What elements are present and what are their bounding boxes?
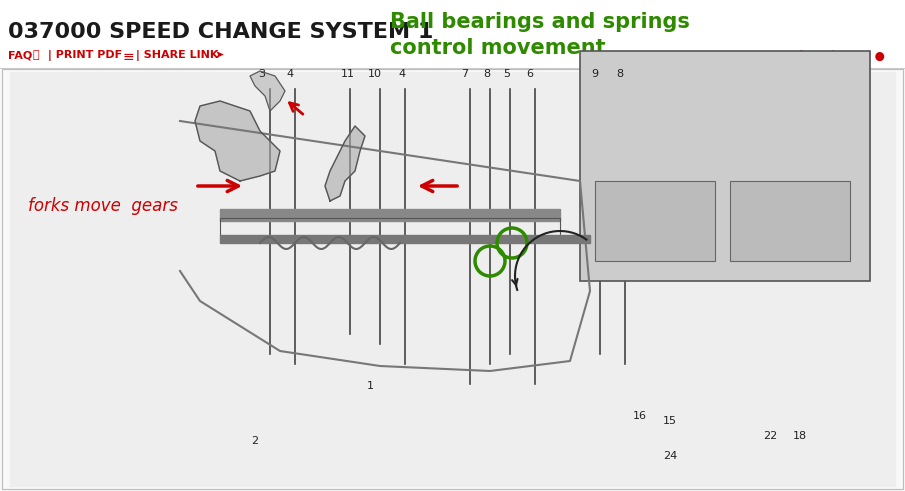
Text: ≡: ≡ — [123, 50, 135, 64]
Bar — [0, 69, 905, 491]
Bar — [220, 218, 560, 236]
Bar — [730, 181, 850, 261]
Text: ● Previous | Next ●: ● Previous | Next ● — [755, 50, 885, 63]
Text: 2: 2 — [252, 436, 259, 446]
Bar — [220, 235, 590, 243]
Text: 16: 16 — [633, 411, 647, 421]
Text: 18: 18 — [793, 431, 807, 441]
Text: | PRINT PDF: | PRINT PDF — [44, 50, 126, 61]
Bar — [580, 51, 870, 281]
Text: 6: 6 — [527, 69, 534, 79]
Text: 4: 4 — [287, 69, 293, 79]
Polygon shape — [250, 71, 285, 111]
Text: 7: 7 — [462, 69, 469, 79]
Text: ➤: ➤ — [215, 50, 224, 60]
Text: control movement: control movement — [390, 38, 605, 58]
Text: 24: 24 — [662, 451, 677, 461]
Text: | SHARE LINK: | SHARE LINK — [132, 50, 223, 61]
Text: 5: 5 — [503, 69, 510, 79]
Text: 15: 15 — [663, 416, 677, 426]
Text: 11: 11 — [341, 69, 355, 79]
Text: 9: 9 — [592, 69, 598, 79]
Text: forks move  gears: forks move gears — [28, 197, 178, 215]
Bar — [2, 69, 903, 489]
Text: 22: 22 — [763, 431, 777, 441]
Text: 8: 8 — [616, 69, 624, 79]
Text: 3: 3 — [259, 69, 265, 79]
Text: 1: 1 — [367, 381, 374, 391]
Text: ⓘ: ⓘ — [32, 50, 39, 60]
Polygon shape — [325, 126, 365, 201]
Text: 10: 10 — [368, 69, 382, 79]
Bar — [10, 72, 895, 486]
Bar — [220, 209, 560, 221]
Text: 8: 8 — [483, 69, 491, 79]
Text: FAQ: FAQ — [8, 50, 36, 60]
Text: 4: 4 — [398, 69, 405, 79]
Text: 037000 SPEED CHANGE SYSTEM 1: 037000 SPEED CHANGE SYSTEM 1 — [8, 22, 433, 42]
Bar — [0, 0, 905, 68]
Bar — [595, 181, 715, 261]
Polygon shape — [195, 101, 280, 181]
Text: Ball bearings and springs: Ball bearings and springs — [390, 12, 690, 32]
